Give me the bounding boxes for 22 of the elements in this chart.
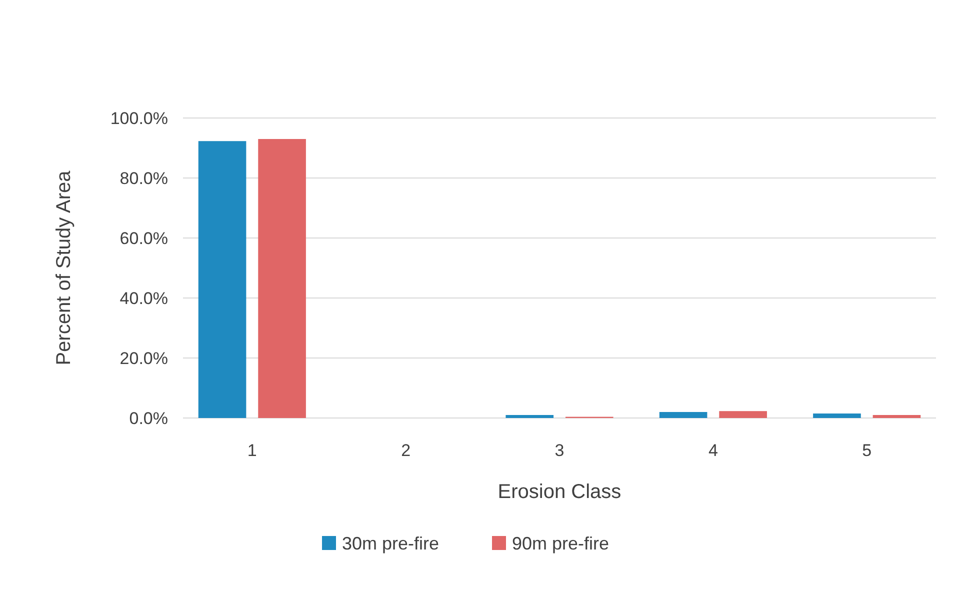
y-tick-label: 40.0%: [120, 288, 168, 308]
legend-label: 90m pre-fire: [512, 533, 610, 554]
y-tick-label: 60.0%: [120, 228, 168, 248]
x-axis-title: Erosion Class: [498, 481, 622, 503]
bar: [198, 141, 246, 418]
y-tick-label: 100.0%: [110, 108, 168, 128]
x-tick-label: 5: [862, 441, 872, 460]
bar: [258, 139, 306, 418]
legend-label: 30m pre-fire: [342, 533, 440, 554]
bar: [659, 412, 708, 418]
x-tick-label: 2: [401, 441, 411, 460]
y-tick-label: 0.0%: [129, 408, 168, 428]
y-tick-label: 80.0%: [120, 168, 168, 188]
bar: [506, 415, 554, 418]
bar: [813, 414, 861, 418]
bar: [719, 411, 767, 418]
bar: [872, 415, 921, 418]
x-tick-label: 1: [247, 441, 257, 460]
y-tick-label: 20.0%: [120, 348, 168, 368]
y-axis-title: Percent of Study Area: [53, 170, 75, 366]
x-tick-label: 4: [708, 441, 718, 460]
x-tick-label: 3: [554, 441, 564, 460]
